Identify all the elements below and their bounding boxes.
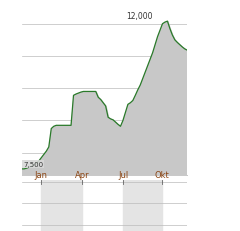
Bar — [123, 180, 162, 231]
Text: 7,500: 7,500 — [23, 161, 43, 167]
Text: 12,000: 12,000 — [126, 12, 152, 21]
Text: Jul: Jul — [118, 170, 129, 179]
Text: Jan: Jan — [34, 170, 47, 179]
Bar — [41, 180, 82, 231]
Text: Apr: Apr — [75, 170, 89, 179]
Text: Okt: Okt — [154, 170, 169, 179]
